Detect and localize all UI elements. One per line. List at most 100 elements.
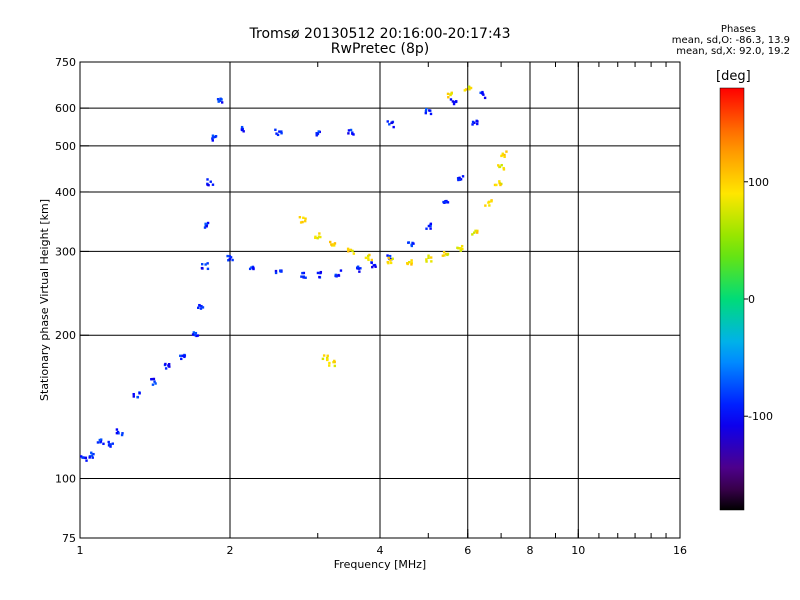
o-mode-point <box>274 269 278 273</box>
o-mode-point <box>90 454 94 457</box>
o-mode-point <box>82 456 85 459</box>
o-mode-point <box>276 133 280 137</box>
x-mode-point <box>429 256 433 259</box>
o-mode-point <box>471 123 474 126</box>
phase-stats-o-mode: mean, sd,O: -86.3, 13.9 <box>671 35 790 46</box>
x-mode-point <box>364 256 368 260</box>
o-mode-point <box>164 367 168 370</box>
y-tick-label: 200 <box>55 329 76 342</box>
x-mode-point <box>299 221 303 224</box>
x-mode-point <box>333 364 337 368</box>
x-mode-point <box>442 251 446 254</box>
o-mode-point <box>214 135 217 139</box>
colorbar <box>719 87 745 511</box>
o-mode-point <box>302 275 305 278</box>
x-mode-point <box>351 249 354 253</box>
colorbar-tick-label: 0 <box>748 293 755 306</box>
x-mode-point <box>406 262 409 266</box>
x-tick-label: 8 <box>527 544 534 557</box>
o-mode-point <box>109 443 112 446</box>
o-mode-point <box>302 271 306 275</box>
x-mode-point <box>446 253 449 257</box>
y-tick-label: 100 <box>55 473 76 486</box>
x-mode-point <box>314 235 317 239</box>
o-mode-point <box>80 455 83 458</box>
x-tick-label: 4 <box>377 544 384 557</box>
o-mode-point <box>183 354 187 357</box>
x-mode-point <box>352 252 356 255</box>
o-mode-point <box>304 276 307 279</box>
o-mode-point <box>358 270 361 273</box>
x-mode-point <box>500 163 503 167</box>
x-mode-point <box>425 260 428 263</box>
x-mode-point <box>490 200 493 203</box>
o-mode-point <box>347 129 351 132</box>
o-mode-point <box>280 130 283 133</box>
o-mode-point <box>480 92 484 95</box>
o-mode-point <box>274 271 278 275</box>
colorbar-unit: [deg] <box>716 69 751 84</box>
x-mode-point <box>301 220 304 224</box>
chart-title: Tromsø 20130512 20:16:00-20:17:43 <box>249 26 511 42</box>
o-mode-point <box>317 130 320 133</box>
o-mode-point <box>242 130 245 133</box>
x-mode-point <box>501 153 504 157</box>
o-mode-point <box>179 354 182 358</box>
o-mode-point <box>424 111 427 115</box>
x-mode-point <box>407 260 411 264</box>
o-mode-point <box>356 265 360 268</box>
x-mode-point <box>459 249 463 252</box>
o-mode-point <box>99 438 103 441</box>
x-mode-point <box>347 250 350 253</box>
o-mode-point <box>410 244 414 248</box>
x-mode-point <box>410 261 413 265</box>
o-mode-point <box>451 100 455 103</box>
o-mode-point <box>168 365 171 368</box>
o-mode-point <box>85 459 88 462</box>
o-mode-point <box>370 261 373 264</box>
o-mode-point <box>226 254 229 258</box>
x-mode-point <box>476 229 479 233</box>
x-mode-point <box>460 244 464 248</box>
o-mode-point <box>136 395 139 399</box>
o-mode-point <box>211 139 214 142</box>
x-mode-point <box>459 247 462 250</box>
o-mode-point <box>412 242 415 245</box>
o-mode-point <box>482 93 485 96</box>
x-mode-point <box>298 216 302 219</box>
o-mode-point <box>455 100 458 103</box>
o-mode-point <box>132 392 135 396</box>
o-mode-point <box>228 255 232 258</box>
x-mode-point <box>427 256 430 260</box>
x-mode-point <box>348 248 352 252</box>
o-mode-point <box>193 333 197 337</box>
x-mode-point <box>387 256 390 260</box>
o-mode-point <box>115 428 119 431</box>
x-mode-point <box>441 254 445 257</box>
o-mode-point <box>153 380 156 383</box>
o-mode-point <box>479 91 482 94</box>
o-mode-point <box>300 275 303 278</box>
x-mode-point <box>333 360 336 364</box>
o-mode-point <box>334 274 337 278</box>
x-mode-point <box>319 235 322 239</box>
o-mode-point <box>205 223 209 226</box>
o-mode-point <box>279 269 282 272</box>
o-mode-point <box>121 432 124 435</box>
o-mode-point <box>278 130 281 133</box>
x-mode-point <box>322 354 326 357</box>
o-mode-point <box>212 136 215 139</box>
x-mode-point <box>370 258 373 262</box>
o-mode-point <box>349 128 353 132</box>
o-mode-point <box>428 109 431 112</box>
o-mode-point <box>194 331 198 335</box>
x-mode-point <box>469 86 473 90</box>
x-mode-point <box>367 258 370 262</box>
o-mode-point <box>204 263 207 266</box>
o-mode-point <box>374 265 377 268</box>
o-mode-point <box>192 331 196 334</box>
x-mode-point <box>446 92 450 96</box>
o-mode-point <box>205 225 208 228</box>
x-mode-point <box>427 254 430 257</box>
x-mode-point <box>501 152 504 155</box>
